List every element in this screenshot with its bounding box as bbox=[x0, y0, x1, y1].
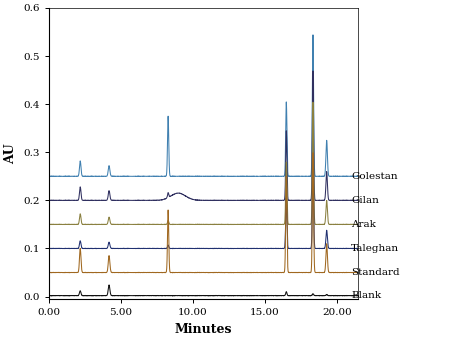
Text: Standard: Standard bbox=[351, 268, 400, 277]
Text: Gilan: Gilan bbox=[351, 196, 379, 205]
Text: Golestan: Golestan bbox=[351, 172, 398, 181]
Text: Taleghan: Taleghan bbox=[351, 244, 399, 253]
Text: Arak: Arak bbox=[351, 220, 376, 229]
X-axis label: Minutes: Minutes bbox=[175, 323, 232, 336]
Text: Blank: Blank bbox=[351, 291, 381, 300]
Y-axis label: AU: AU bbox=[4, 143, 18, 164]
